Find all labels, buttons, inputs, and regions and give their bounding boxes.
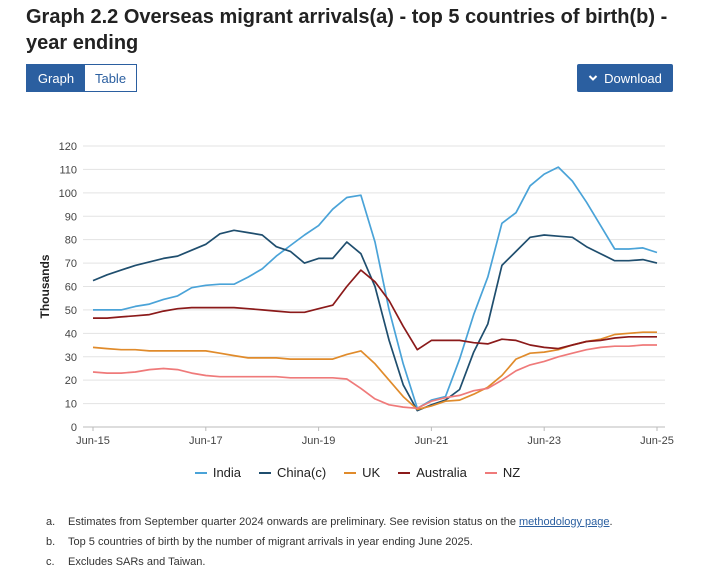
legend-label: China(c)	[277, 465, 327, 480]
y-tick-label: 0	[71, 422, 77, 434]
x-tick-label: Jun-23	[527, 435, 561, 447]
y-tick-label: 110	[59, 164, 77, 176]
x-tick-label: Jun-25	[640, 435, 674, 447]
y-tick-label: 120	[59, 141, 77, 153]
x-tick-label: Jun-21	[415, 435, 449, 447]
legend-swatch	[344, 471, 357, 474]
footnote-letter: c.	[46, 556, 55, 568]
y-tick-label: 50	[65, 305, 77, 317]
methodology-link[interactable]: methodology page	[519, 516, 610, 528]
footnote-c: c. Excludes SARs and Taiwan.	[46, 552, 613, 572]
legend-item-uk[interactable]: UK	[344, 465, 380, 480]
legend-label: NZ	[502, 465, 521, 480]
chart-legend: India China(c) UK Australia NZ	[0, 465, 715, 480]
x-tick-label: Jun-17	[189, 435, 223, 447]
download-button[interactable]: Download	[577, 64, 673, 92]
y-tick-label: 100	[59, 188, 77, 200]
x-tick-label: Jun-19	[302, 435, 336, 447]
y-tick-label: 70	[65, 258, 77, 270]
x-tick-label: Jun-15	[76, 435, 110, 447]
y-axis-label: Thousands	[38, 254, 52, 318]
legend-item-india[interactable]: India	[194, 465, 242, 480]
series-line-india	[93, 166, 658, 410]
y-tick-label: 60	[65, 282, 77, 294]
view-toggle: Graph Table	[26, 64, 137, 92]
page-title: Graph 2.2 Overseas migrant arrivals(a) -…	[26, 6, 668, 54]
series-line-uk	[92, 331, 657, 411]
series-line-chinac	[92, 229, 658, 412]
y-tick-label: 10	[65, 399, 77, 411]
table-tab[interactable]: Table	[85, 65, 136, 91]
footnote-text: Estimates from September quarter 2024 on…	[68, 516, 613, 528]
download-label: Download	[604, 70, 662, 86]
footnote-letter: a.	[46, 516, 56, 528]
series-line-australia	[93, 269, 657, 351]
legend-swatch	[398, 471, 411, 474]
legend-item-china[interactable]: China(c)	[259, 465, 326, 480]
legend-swatch	[259, 471, 272, 474]
legend-swatch	[484, 471, 497, 474]
legend-label: UK	[362, 465, 381, 480]
footnote-text: Top 5 countries of birth by the number o…	[68, 536, 473, 548]
footnote-a: a. Estimates from September quarter 2024…	[46, 512, 613, 532]
legend-label: Australia	[416, 465, 467, 480]
y-tick-label: 80	[65, 235, 77, 247]
y-tick-label: 30	[65, 352, 77, 364]
y-tick-label: 40	[65, 328, 77, 340]
legend-label: India	[212, 465, 242, 480]
line-chart: 0 10 20 30 40 50 60 70 80 90 100 110 120 Jun-15 Jun-17…	[38, 141, 674, 447]
footnote-letter: b.	[46, 536, 56, 548]
series-line-nz	[92, 344, 657, 410]
chevron-down-icon	[588, 75, 598, 81]
footnotes: a. Estimates from September quarter 2024…	[46, 512, 613, 572]
footnote-text: Excludes SARs and Taiwan.	[68, 556, 206, 568]
legend-item-australia[interactable]: Australia	[398, 465, 467, 480]
y-tick-label: 90	[65, 211, 77, 223]
graph-tab[interactable]: Graph	[27, 65, 85, 91]
footnote-b: b. Top 5 countries of birth by the numbe…	[46, 532, 613, 552]
legend-swatch	[194, 471, 207, 474]
legend-item-nz[interactable]: NZ	[484, 465, 521, 480]
y-tick-label: 20	[65, 375, 77, 387]
